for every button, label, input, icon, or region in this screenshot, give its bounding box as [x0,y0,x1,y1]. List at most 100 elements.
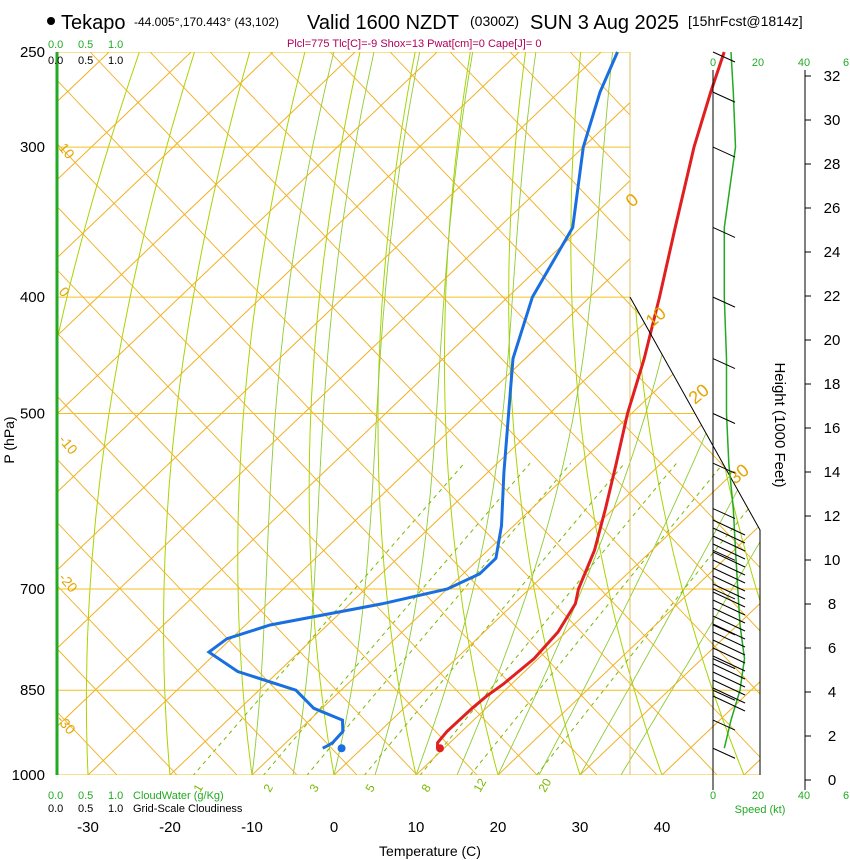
mixing-ratio-label: 3 [306,781,322,794]
cloudiness-tick-bottom: 0.5 [78,803,93,815]
dry-adiabat [508,52,589,775]
isotherm [527,52,760,775]
moist-adiabat [456,52,616,775]
cloud-water-tick-top: 0.5 [78,39,93,51]
isotherm-label: -20 [56,570,81,596]
wind-barb [712,679,746,696]
temperature-tick: 40 [654,819,671,836]
isotherm [57,52,760,775]
valid-time: Valid 1600 NZDT [307,12,459,34]
wind-barb [712,687,746,704]
isotherm [57,52,542,775]
wind-barb [712,599,746,616]
isotherm-alt [57,52,238,775]
x-axis-label: Temperature (C) [379,843,481,859]
temperature-tick: 10 [408,819,425,836]
pressure-tick: 400 [20,289,45,306]
speed-tick-top: 40 [798,57,810,69]
isotherm [609,52,760,775]
temperature-tick: -20 [159,819,181,836]
height-tick: 18 [824,376,841,393]
height-tick: 0 [828,772,836,789]
wind-barb [712,549,736,561]
wind-barb [712,51,736,63]
dry-adiabat [377,52,423,775]
moist-adiabat [251,52,340,775]
isotherm [57,52,378,775]
mixing-ratio-label: 12 [470,776,489,795]
mixing-ratio-label: 2 [260,781,276,794]
wind-barb [712,519,746,536]
isotherm-label-right: 10 [642,303,670,331]
pressure-tick: 300 [20,139,45,156]
mixing-ratio-line [241,462,531,775]
station-name: Tekapo [61,12,126,34]
forecast-info: [15hrFcst@1814z] [688,13,803,29]
height-tick: 28 [824,156,841,173]
wind-barb [712,296,736,308]
valid-date: SUN 3 Aug 2025 [530,12,679,34]
temperature-tick: 30 [572,819,589,836]
plot-area [57,52,760,775]
dry-adiabat [57,52,148,775]
pressure-tick: 500 [20,406,45,423]
isotherm-label-right: 0 [622,189,643,211]
wind-barb [712,647,746,664]
wind-barb [712,91,736,103]
cloud-water-tick-bottom: 0.0 [48,790,63,802]
wind-barb [712,588,736,600]
isotherm-label: 10 [56,140,78,162]
pressure-tick: 250 [20,44,45,61]
cloud-water-tick-top: 0.0 [48,39,63,51]
speed-axis-label: Speed (kt) [735,804,786,816]
pressure-tick: 1000 [12,767,45,784]
wind-barb [712,535,746,552]
dry-adiabat [688,52,760,775]
height-tick: 14 [824,464,841,481]
wind-barb [712,663,746,680]
surface-temp-marker [435,744,444,753]
isotherm [199,52,760,775]
temperature-line [436,51,726,749]
wind-barb [712,575,746,592]
cloudiness-tick-bottom: 0.0 [48,803,63,815]
wind-speed-line [723,51,746,749]
cloudiness-tick-top: 0.5 [78,55,93,67]
wind-barb [712,631,746,648]
moist-adiabat [538,52,760,775]
isotherm [57,52,296,775]
sounding-params: Plcl=775 Tlc[C]=-9 Shox=13 Pwat[cm]=0 Ca… [287,38,541,50]
wind-barb [712,462,736,474]
height-tick: 16 [824,420,841,437]
height-tick: 6 [828,640,836,657]
wind-barb [712,623,746,640]
isotherm [363,52,760,775]
wind-barb [712,559,746,576]
wind-barb [712,655,746,672]
moist-adiabat [579,52,760,775]
height-tick: 32 [824,68,841,85]
wind-barb [712,624,736,636]
speed-tick-top: 0 [710,57,716,69]
height-tick: 26 [824,200,841,217]
mixing-ratio-line [171,462,465,775]
cloud-water-label: CloudWater (g/Kg) [133,790,224,802]
pressure-tick: 700 [20,581,45,598]
cloudiness-label: Grid-Scale Cloudiness [133,803,243,815]
isotherm-label: -10 [56,432,81,458]
dry-adiabat [444,52,506,775]
wind-barb [712,358,736,370]
cloud-water-tick-bottom: 1.0 [108,790,123,802]
utc-time: (0300Z) [470,13,519,29]
dry-adiabat [237,52,311,775]
height-tick: 22 [824,288,841,305]
isotherm-label-right: 20 [685,380,713,408]
right-axis-bottom-tick: 6 [843,790,849,802]
wind-barb [712,719,736,731]
wind-barb [712,658,736,670]
wind-barb [712,551,746,568]
isotherm [57,52,706,775]
height-tick: 12 [824,508,841,525]
wind-barb [712,747,736,759]
